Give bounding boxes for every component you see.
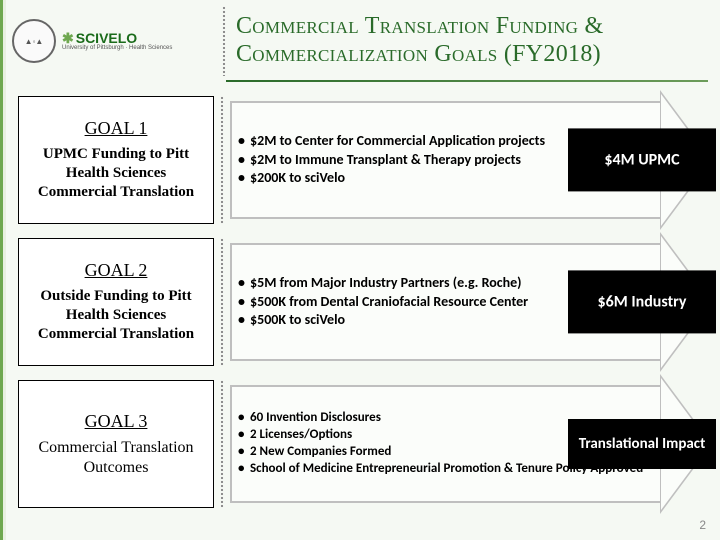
logo-block: ▲◦▲ ✱SCIVELO University of Pittsburgh · … (12, 19, 212, 63)
goal-row: GOAL 1 UPMC Funding to Pitt Health Scien… (18, 96, 712, 224)
goal-box: GOAL 3 Commercial Translation Outcomes (18, 380, 214, 508)
goal-box: GOAL 2 Outside Funding to Pitt Health Sc… (18, 238, 214, 366)
arrow-wrap: $5M from Major Industry Partners (e.g. R… (230, 238, 712, 366)
pitt-seal-logo: ▲◦▲ (12, 19, 56, 63)
summary-badge: $6M Industry (568, 270, 716, 333)
goal-box: GOAL 1 UPMC Funding to Pitt Health Scien… (18, 96, 214, 224)
slide-header: ▲◦▲ ✱SCIVELO University of Pittsburgh · … (0, 0, 720, 78)
goal-desc: Outside Funding to Pitt Health Sciences … (25, 287, 207, 343)
left-accent (0, 0, 6, 540)
goal-title: GOAL 2 (25, 260, 207, 281)
summary-badge: $4M UPMC (568, 128, 716, 191)
scivelo-logo: ✱SCIVELO University of Pittsburgh · Heal… (62, 31, 172, 51)
goal-row: GOAL 2 Outside Funding to Pitt Health Sc… (18, 238, 712, 366)
row-divider-dots (220, 238, 224, 366)
page-number: 2 (699, 518, 706, 532)
arrow-wrap: $2M to Center for Commercial Application… (230, 96, 712, 224)
goal-row: GOAL 3 Commercial Translation Outcomes 6… (18, 380, 712, 508)
summary-badge: Translational Impact (568, 419, 716, 469)
row-divider-dots (220, 96, 224, 224)
goal-desc: UPMC Funding to Pitt Health Sciences Com… (25, 145, 207, 201)
goals-container: GOAL 1 UPMC Funding to Pitt Health Scien… (0, 82, 720, 516)
slide-title: Commercial Translation Funding & Commerc… (236, 13, 604, 68)
goal-title: GOAL 1 (25, 118, 207, 139)
header-divider-dots (222, 6, 226, 76)
row-divider-dots (220, 380, 224, 508)
arrow-wrap: 60 Invention Disclosures 2 Licenses/Opti… (230, 380, 712, 508)
goal-desc: Commercial Translation Outcomes (25, 438, 207, 478)
goal-title: GOAL 3 (25, 411, 207, 432)
